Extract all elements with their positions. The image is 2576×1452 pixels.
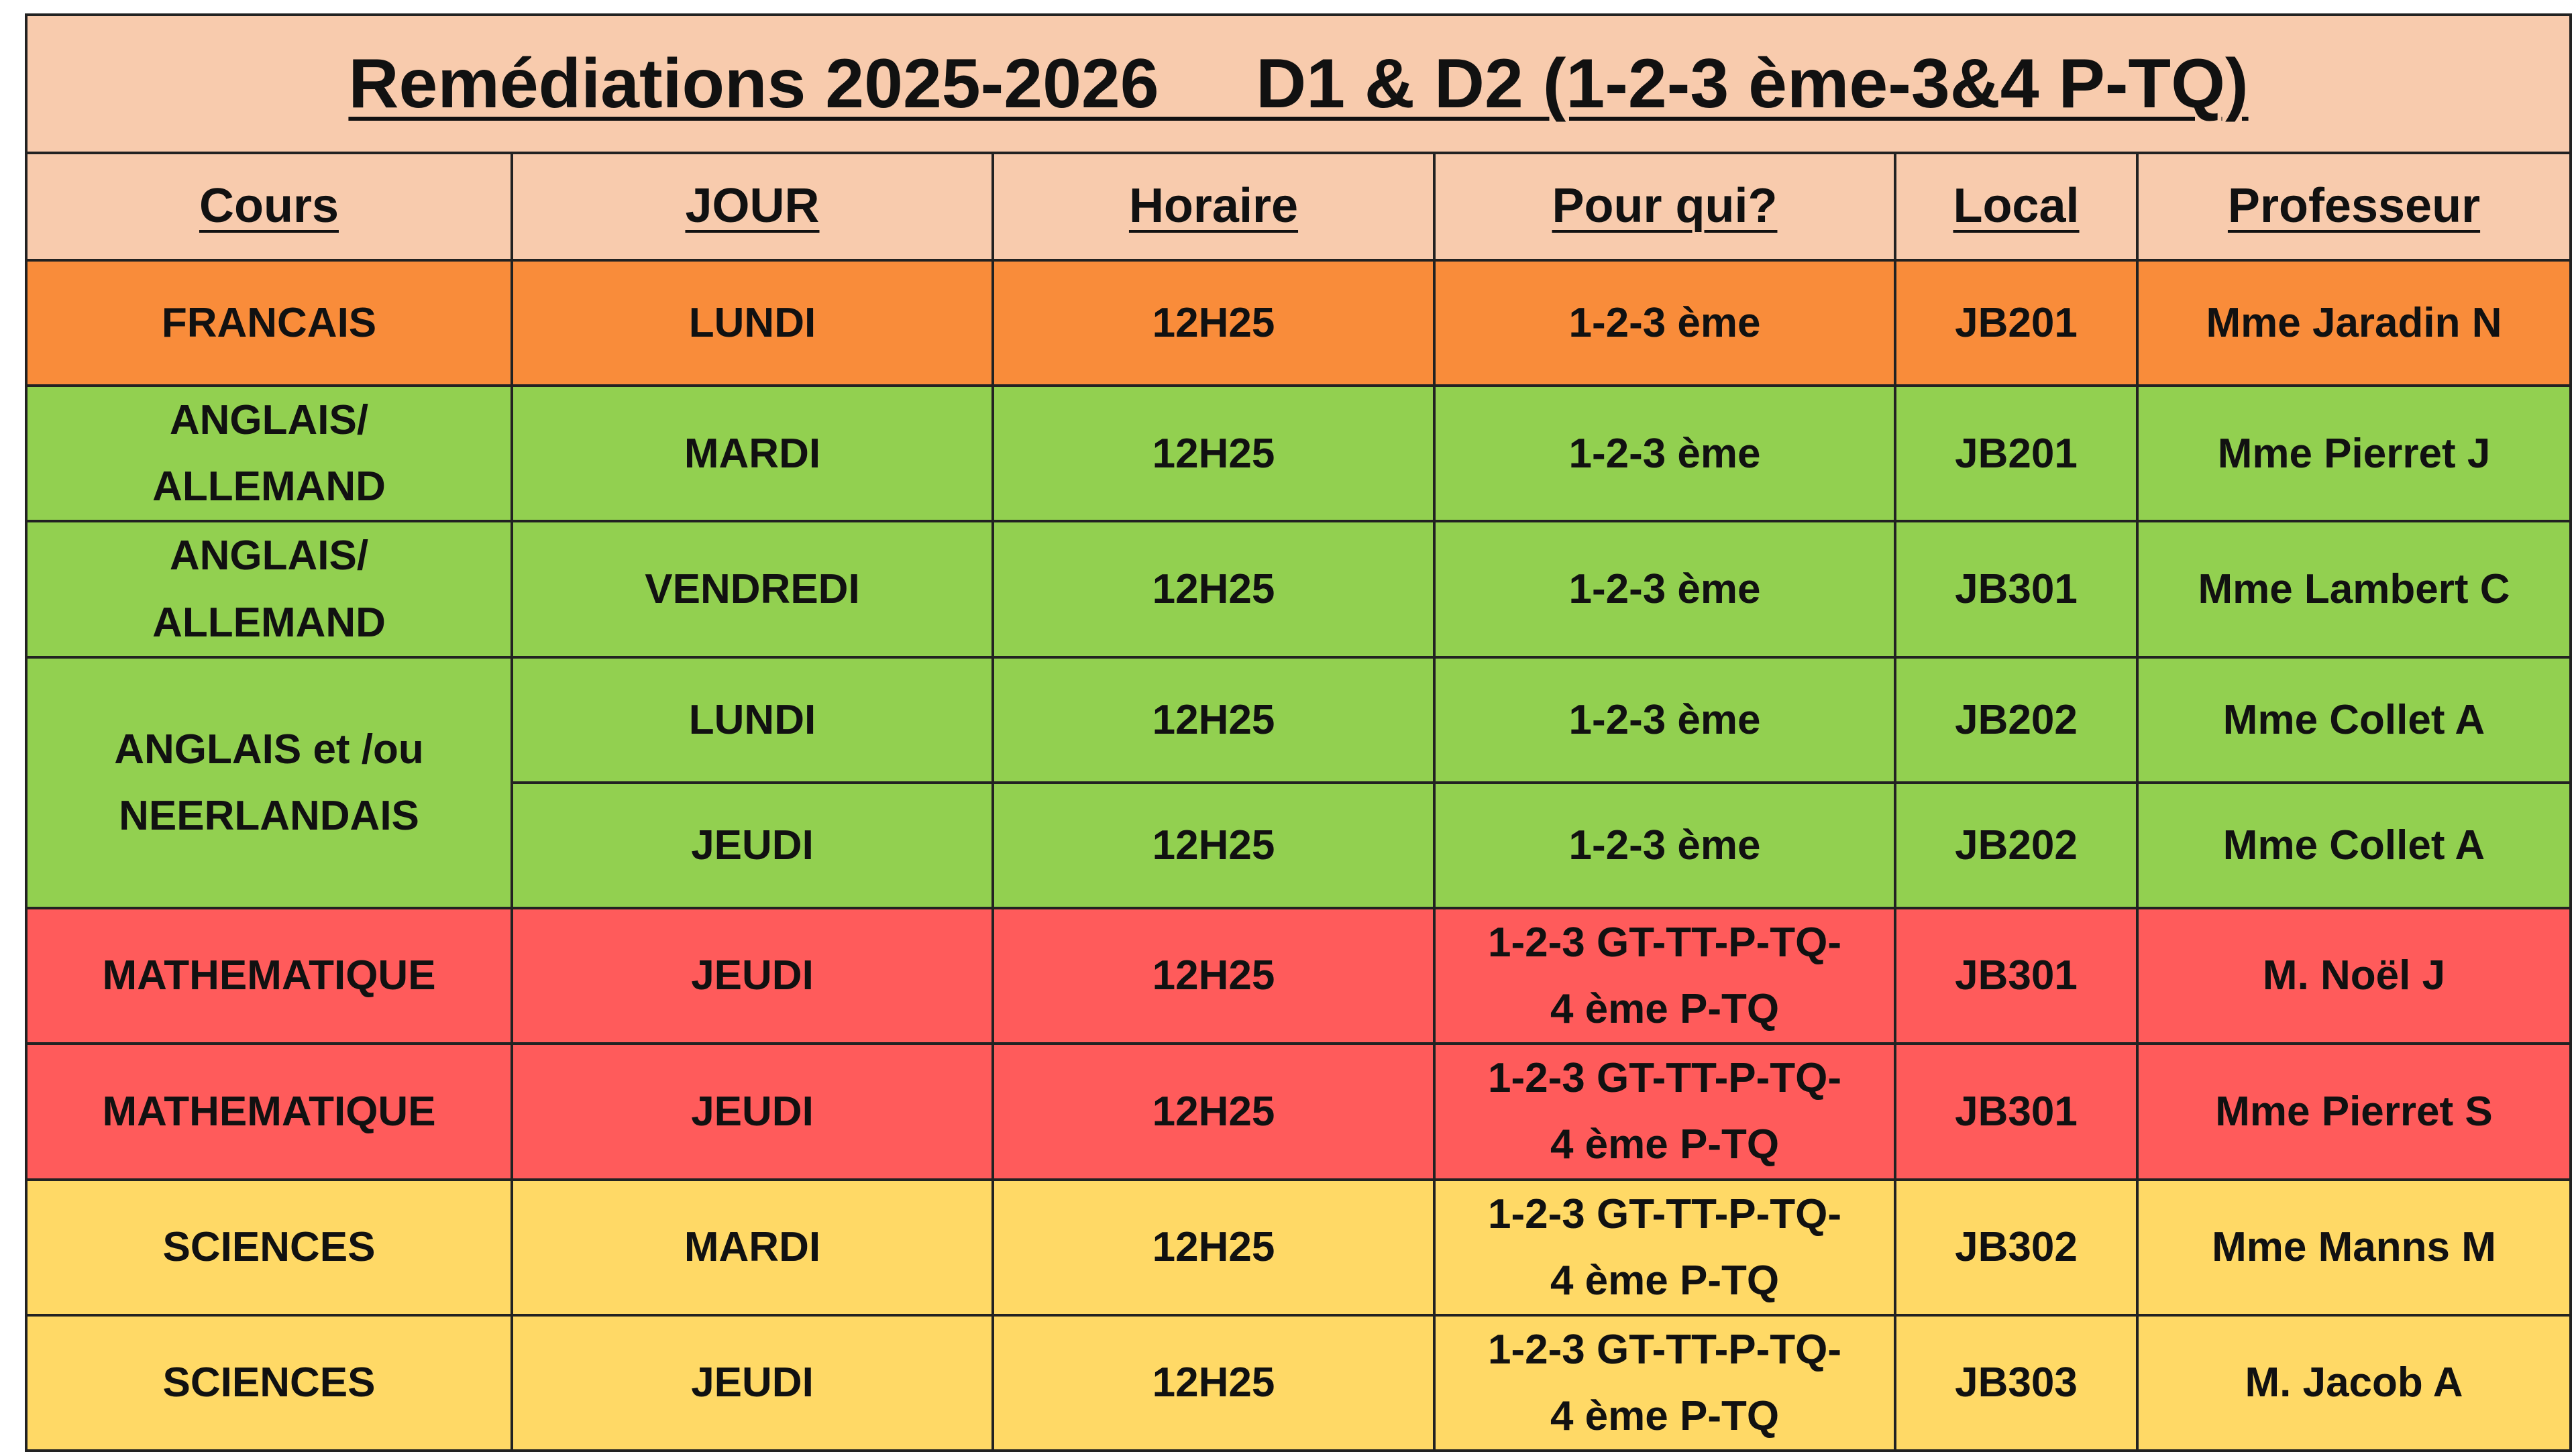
time: 12H25 <box>991 1042 1436 1181</box>
header-row: Cours JOUR Horaire Pour qui? Local Professeur <box>25 152 2573 262</box>
day: VENDREDI <box>511 520 994 659</box>
day: MARDI <box>511 1178 994 1317</box>
audience: 1-2-3 GT-TT-P-TQ- 4 ème P-TQ <box>1433 1042 1896 1181</box>
schedule-row: ANGLAIS/ ALLEMAND MARDI 12H25 1-2-3 ème JB20… <box>25 384 2573 523</box>
schedule-row: SCIENCES MARDI 12H25 1-2-3 GT-TT-P-TQ- 4 èm… <box>25 1178 2573 1317</box>
header-cell: Horaire <box>991 152 1436 262</box>
teacher: Mme Pierret J <box>2135 384 2573 523</box>
room: JB201 <box>1894 259 2139 387</box>
course: SCIENCES <box>25 1178 513 1317</box>
room: JB303 <box>1894 1313 2139 1452</box>
day: JEUDI <box>511 1042 994 1181</box>
room: JB202 <box>1894 781 2139 909</box>
course: SCIENCES <box>25 1313 513 1452</box>
schedule-row: SCIENCES JEUDI 12H25 1-2-3 GT-TT-P-TQ- 4 èm… <box>25 1313 2573 1452</box>
teacher: Mme Collet A <box>2135 655 2573 784</box>
header-cell: Local <box>1894 152 2139 262</box>
time: 12H25 <box>991 520 1436 659</box>
day: MARDI <box>511 384 994 523</box>
time: 12H25 <box>991 384 1436 523</box>
time: 12H25 <box>991 781 1436 909</box>
room: JB201 <box>1894 384 2139 523</box>
audience: 1-2-3 GT-TT-P-TQ- 4 ème P-TQ <box>1433 906 1896 1046</box>
teacher: Mme Lambert C <box>2135 520 2573 659</box>
course: FRANCAIS <box>25 259 513 387</box>
teacher: Mme Manns M <box>2135 1178 2573 1317</box>
title: Remédiations 2025-2026 D1 & D2 (1-2-3 èm… <box>24 13 2573 154</box>
time: 12H25 <box>991 906 1436 1046</box>
time: 12H25 <box>991 655 1436 784</box>
schedule-row: FRANCAIS LUNDI 12H25 1-2-3 ème JB201 Mme Jara… <box>25 259 2573 387</box>
schedule-row: MATHEMATIQUE JEUDI 12H25 1-2-3 GT-TT-P-TQ- … <box>25 906 2573 1046</box>
course: MATHEMATIQUE <box>25 906 513 1046</box>
day: JEUDI <box>511 781 994 909</box>
course: ANGLAIS/ ALLEMAND <box>25 520 513 659</box>
day: JEUDI <box>511 1313 994 1452</box>
header-cell: JOUR <box>511 152 994 262</box>
course: ANGLAIS/ ALLEMAND <box>25 384 513 523</box>
audience: 1-2-3 GT-TT-P-TQ- 4 ème P-TQ <box>1433 1178 1896 1317</box>
day: LUNDI <box>511 655 994 784</box>
teacher: Mme Collet A <box>2135 781 2573 909</box>
audience: 1-2-3 ème <box>1433 781 1896 909</box>
header-cell: Pour qui? <box>1433 152 1896 262</box>
audience: 1-2-3 ème <box>1433 259 1896 387</box>
schedule-row: ANGLAIS et /ou NEERLANDAIS LUNDI 12H25 1-2-… <box>25 655 2573 909</box>
audience: 1-2-3 ème <box>1433 655 1896 784</box>
header-cell: Cours <box>25 152 513 262</box>
teacher: Mme Pierret S <box>2135 1042 2573 1181</box>
course: MATHEMATIQUE <box>25 1042 513 1181</box>
room: JB301 <box>1894 520 2139 659</box>
header-cell: Professeur <box>2135 152 2573 262</box>
teacher: Mme Jaradin N <box>2135 259 2573 387</box>
audience: 1-2-3 ème <box>1433 384 1896 523</box>
day: LUNDI <box>511 259 994 387</box>
course: ANGLAIS et /ou NEERLANDAIS <box>25 655 513 909</box>
schedule-row: JEUDI 12H25 1-2-3 ème JB202 Mme Collet A <box>26 781 2573 909</box>
schedule-row: MATHEMATIQUE JEUDI 12H25 1-2-3 GT-TT-P-TQ- … <box>25 1042 2573 1181</box>
teacher: M. Jacob A <box>2135 1313 2573 1452</box>
time: 12H25 <box>991 1313 1436 1452</box>
room: JB302 <box>1894 1178 2139 1317</box>
room: JB301 <box>1894 906 2139 1046</box>
room: JB202 <box>1894 655 2139 784</box>
time: 12H25 <box>991 259 1436 387</box>
audience: 1-2-3 GT-TT-P-TQ- 4 ème P-TQ <box>1433 1313 1896 1452</box>
schedule-row: ANGLAIS/ ALLEMAND VENDREDI 12H25 1-2-3 ème J… <box>25 520 2573 659</box>
time: 12H25 <box>991 1178 1436 1317</box>
schedule-table: Remédiations 2025-2026 D1 & D2 (1-2-3 èm… <box>24 13 2573 1452</box>
day: JEUDI <box>511 906 994 1046</box>
audience: 1-2-3 ème <box>1433 520 1896 659</box>
teacher: M. Noël J <box>2135 906 2573 1046</box>
room: JB301 <box>1894 1042 2139 1181</box>
title-row: Remédiations 2025-2026 D1 & D2 (1-2-3 èm… <box>24 13 2573 154</box>
